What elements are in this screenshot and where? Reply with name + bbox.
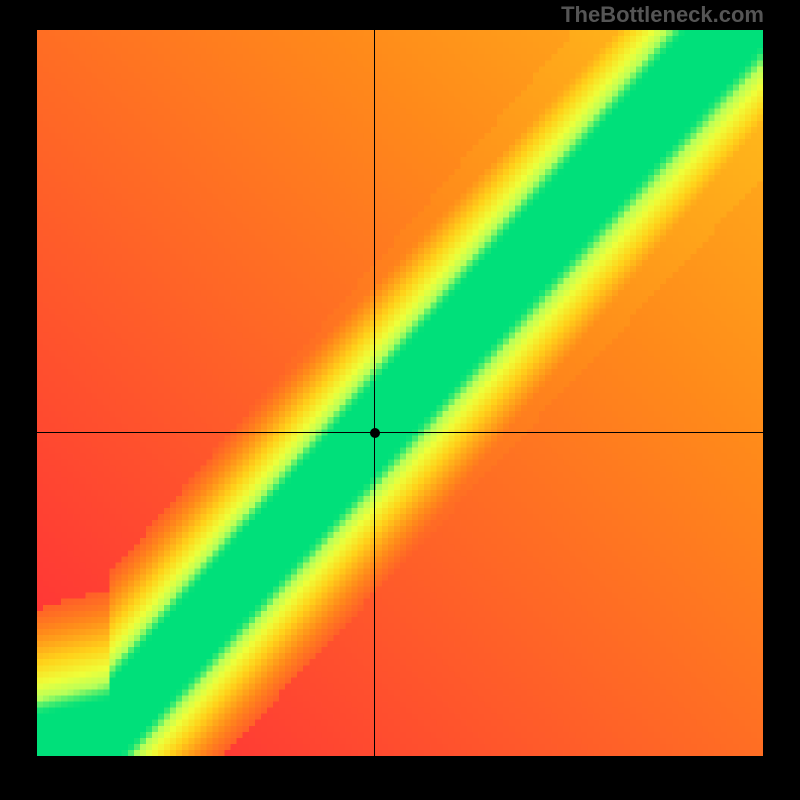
crosshair-horizontal [37, 432, 763, 433]
watermark-text: TheBottleneck.com [561, 2, 764, 28]
chart-container: TheBottleneck.com [0, 0, 800, 800]
crosshair-vertical [374, 30, 375, 756]
selected-point-marker [370, 428, 380, 438]
bottleneck-heatmap [37, 30, 763, 756]
